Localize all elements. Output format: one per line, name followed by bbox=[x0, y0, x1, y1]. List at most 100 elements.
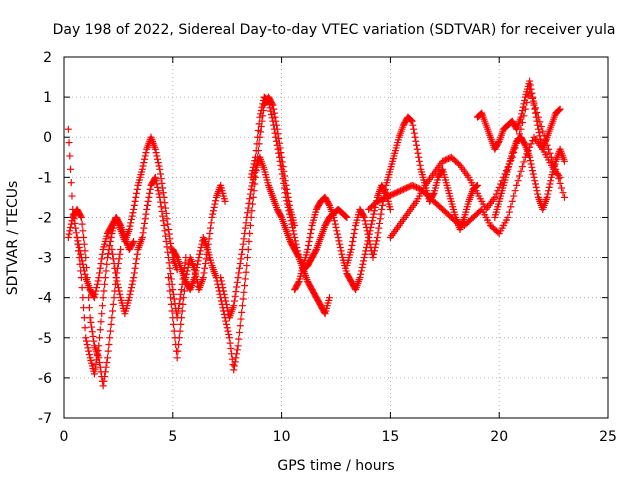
data-point bbox=[80, 234, 88, 241]
data-point bbox=[97, 260, 105, 268]
data-point bbox=[178, 314, 186, 322]
data-point bbox=[221, 197, 229, 205]
data-point bbox=[268, 114, 276, 122]
data-point bbox=[110, 294, 118, 302]
data-point bbox=[258, 103, 266, 111]
data-point bbox=[247, 185, 255, 193]
data-point bbox=[285, 207, 293, 215]
x-axis-label: GPS time / hours bbox=[277, 458, 394, 474]
data-point bbox=[90, 337, 98, 345]
data-point bbox=[410, 125, 418, 133]
data-point bbox=[162, 238, 170, 246]
data-point bbox=[85, 347, 93, 355]
data-point bbox=[546, 180, 554, 188]
data-point bbox=[128, 280, 136, 288]
data-point bbox=[361, 217, 369, 225]
data-point bbox=[348, 242, 356, 250]
data-point bbox=[127, 284, 135, 292]
data-point bbox=[164, 248, 172, 256]
data-point bbox=[290, 230, 298, 238]
data-point bbox=[142, 149, 150, 157]
data-point bbox=[133, 250, 141, 258]
y-tick-label: -6 bbox=[38, 371, 52, 387]
data-point bbox=[222, 300, 230, 308]
data-point bbox=[113, 277, 121, 285]
data-point bbox=[207, 219, 215, 227]
data-point bbox=[193, 264, 201, 272]
data-point bbox=[335, 237, 343, 245]
data-point bbox=[255, 120, 263, 128]
data-point bbox=[84, 344, 92, 352]
data-point bbox=[67, 223, 75, 231]
data-point bbox=[527, 160, 535, 168]
data-point bbox=[67, 165, 75, 173]
data-point bbox=[529, 170, 537, 178]
data-point bbox=[90, 370, 98, 378]
data-point bbox=[369, 254, 377, 262]
data-point bbox=[130, 274, 138, 282]
data-point bbox=[413, 141, 421, 149]
data-point bbox=[206, 229, 214, 237]
data-point bbox=[165, 230, 173, 238]
axis-ticks: 0 5 10 15 20 25 -7 -6 -5 -4 -3 -2 -1 0 1 2 bbox=[38, 50, 617, 445]
data-point bbox=[106, 334, 114, 342]
data-point bbox=[286, 210, 294, 218]
data-point bbox=[67, 220, 75, 228]
data-point bbox=[231, 292, 239, 300]
data-point bbox=[180, 294, 188, 302]
data-point bbox=[159, 212, 167, 220]
data-point bbox=[79, 227, 87, 235]
data-point bbox=[175, 304, 183, 312]
data-point bbox=[232, 354, 240, 362]
y-tick-label: -2 bbox=[38, 210, 52, 226]
data-point bbox=[514, 177, 522, 185]
data-point bbox=[117, 246, 125, 254]
data-point bbox=[363, 227, 371, 235]
data-point bbox=[140, 159, 148, 167]
data-point bbox=[163, 215, 171, 223]
data-point bbox=[269, 117, 277, 125]
data-point bbox=[105, 340, 113, 348]
data-point bbox=[139, 162, 147, 170]
data-point bbox=[112, 274, 120, 282]
data-point bbox=[371, 244, 379, 252]
data-point bbox=[80, 264, 88, 272]
data-point bbox=[114, 284, 122, 292]
data-point bbox=[141, 215, 149, 223]
data-point bbox=[288, 223, 296, 231]
data-point bbox=[66, 227, 74, 235]
data-point bbox=[129, 209, 137, 217]
data-point bbox=[77, 250, 85, 258]
data-point bbox=[95, 274, 103, 282]
data-point bbox=[529, 167, 537, 175]
data-point bbox=[241, 282, 249, 290]
data-point bbox=[330, 213, 338, 221]
data-point bbox=[129, 239, 137, 247]
data-point bbox=[167, 300, 175, 308]
data-point bbox=[337, 247, 345, 255]
y-axis-label: SDTVAR / TECUs bbox=[5, 181, 21, 296]
data-point bbox=[282, 193, 290, 201]
data-point bbox=[191, 270, 199, 278]
data-point bbox=[511, 187, 519, 195]
data-point bbox=[106, 242, 114, 250]
data-point bbox=[555, 175, 563, 183]
data-point bbox=[82, 334, 90, 342]
data-point bbox=[293, 244, 301, 252]
data-point bbox=[518, 110, 526, 118]
data-point bbox=[217, 277, 225, 285]
data-point bbox=[492, 190, 500, 198]
data-point bbox=[233, 278, 241, 286]
data-point bbox=[529, 93, 537, 101]
data-point bbox=[224, 327, 232, 335]
data-point bbox=[210, 203, 218, 211]
data-point bbox=[526, 157, 534, 165]
data-point bbox=[126, 290, 134, 298]
data-point bbox=[108, 246, 116, 254]
data-point bbox=[238, 246, 246, 254]
data-point bbox=[162, 209, 170, 217]
data-point bbox=[152, 177, 160, 185]
data-point bbox=[201, 264, 209, 272]
data-point bbox=[241, 224, 249, 232]
data-point bbox=[130, 205, 138, 213]
